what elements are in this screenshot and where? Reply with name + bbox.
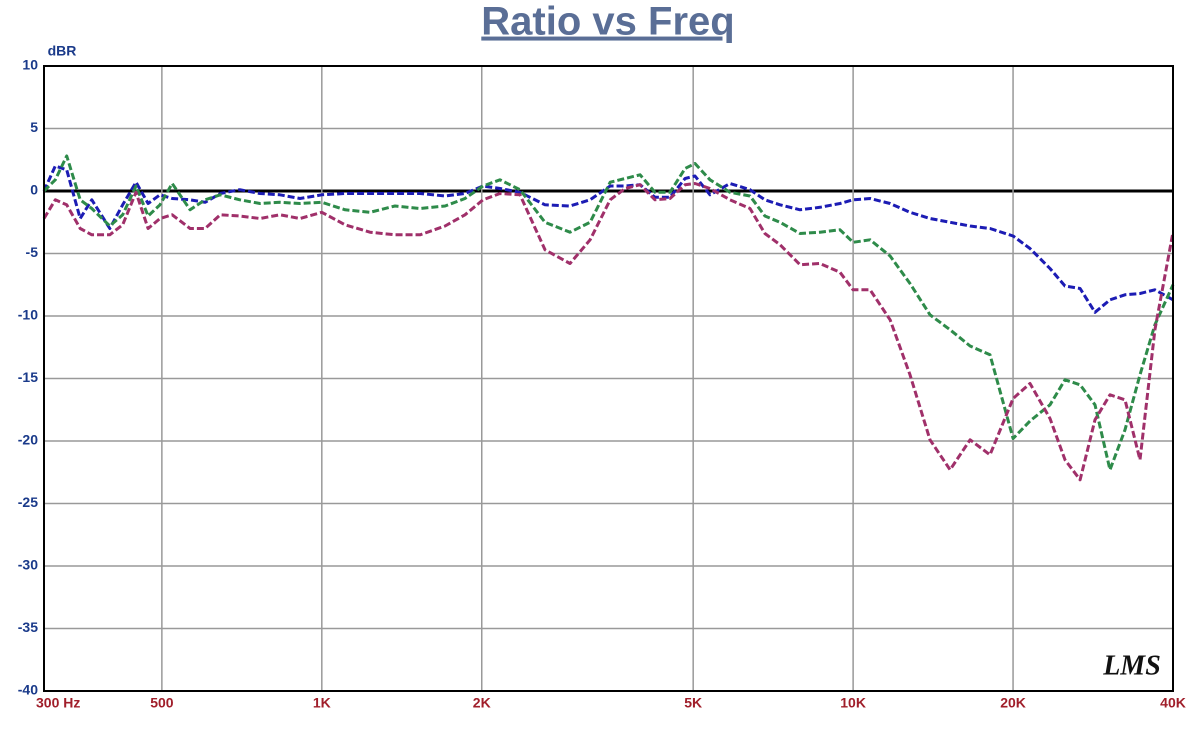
watermark: LMS — [1102, 650, 1161, 681]
series-line — [42, 182, 1175, 482]
y-axis-label: dBR — [48, 43, 77, 59]
y-tick-label: -5 — [26, 244, 39, 260]
series-line — [42, 164, 1174, 314]
y-tick-label: 0 — [30, 182, 38, 198]
plot-lines — [42, 154, 1175, 482]
series-line — [42, 154, 1175, 472]
x-tick-label: 10K — [840, 695, 866, 711]
x-tick-label: 1K — [313, 695, 331, 711]
x-tick-label: 40K — [1160, 695, 1186, 711]
x-tick-label: 2K — [473, 695, 491, 711]
y-tick-label: -35 — [18, 619, 38, 635]
x-tick-label: 300 Hz — [36, 695, 80, 711]
y-tick-label: -25 — [18, 494, 38, 510]
y-tick-label: 5 — [30, 119, 38, 135]
y-tick-label: -15 — [18, 369, 38, 385]
y-tick-label: -20 — [18, 432, 38, 448]
x-tick-label: 20K — [1000, 695, 1026, 711]
y-tick-label: 10 — [22, 57, 38, 73]
y-tick-label: -30 — [18, 557, 38, 573]
x-tick-label: 5K — [684, 695, 702, 711]
y-tick-label: -40 — [18, 682, 38, 698]
x-tick-label: 500 — [150, 695, 174, 711]
chart-title: Ratio vs Freq — [481, 0, 734, 44]
plot-frame — [43, 65, 1174, 692]
y-tick-label: -10 — [18, 307, 38, 323]
